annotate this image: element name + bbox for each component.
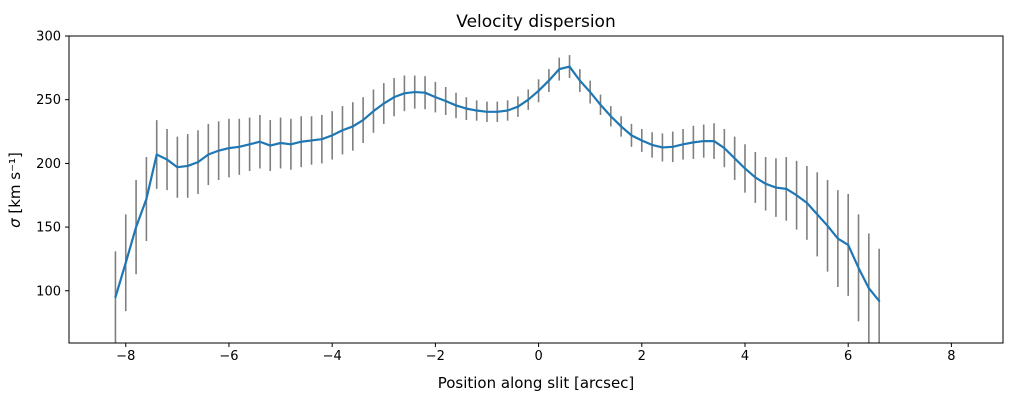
y-tick-label: 100 [36,284,61,299]
x-tick-label: 4 [741,349,749,364]
x-tick-label: 8 [947,349,955,364]
x-ticks: −8 −6 −4 −2 0 2 4 6 8 [116,343,956,364]
series-line [114,65,881,303]
error-bars [114,55,880,343]
x-tick-label: −8 [116,349,135,364]
x-tick-label: 6 [844,349,852,364]
y-tick-label: 150 [36,221,61,236]
y-axis-label: σ [km s⁻¹] [6,152,24,228]
plot-border [68,35,1004,344]
x-tick-label: −6 [219,349,238,364]
x-tick-label: 0 [534,349,542,364]
dispersion-line [114,65,881,303]
y-ticks: 100 150 200 250 300 [36,30,69,299]
y-tick-label: 200 [36,157,61,172]
x-tick-label: −2 [426,349,445,364]
x-tick-label: 2 [638,349,646,364]
x-tick-label: −4 [323,349,342,364]
y-tick-label: 250 [36,93,61,108]
sigma-symbol: σ [6,218,24,228]
y-tick-label: 300 [36,30,61,45]
x-axis-label: Position along slit [arcsec] [438,374,635,392]
y-axis-units: [km s⁻¹] [6,152,24,218]
chart-title: Velocity dispersion [456,12,615,32]
